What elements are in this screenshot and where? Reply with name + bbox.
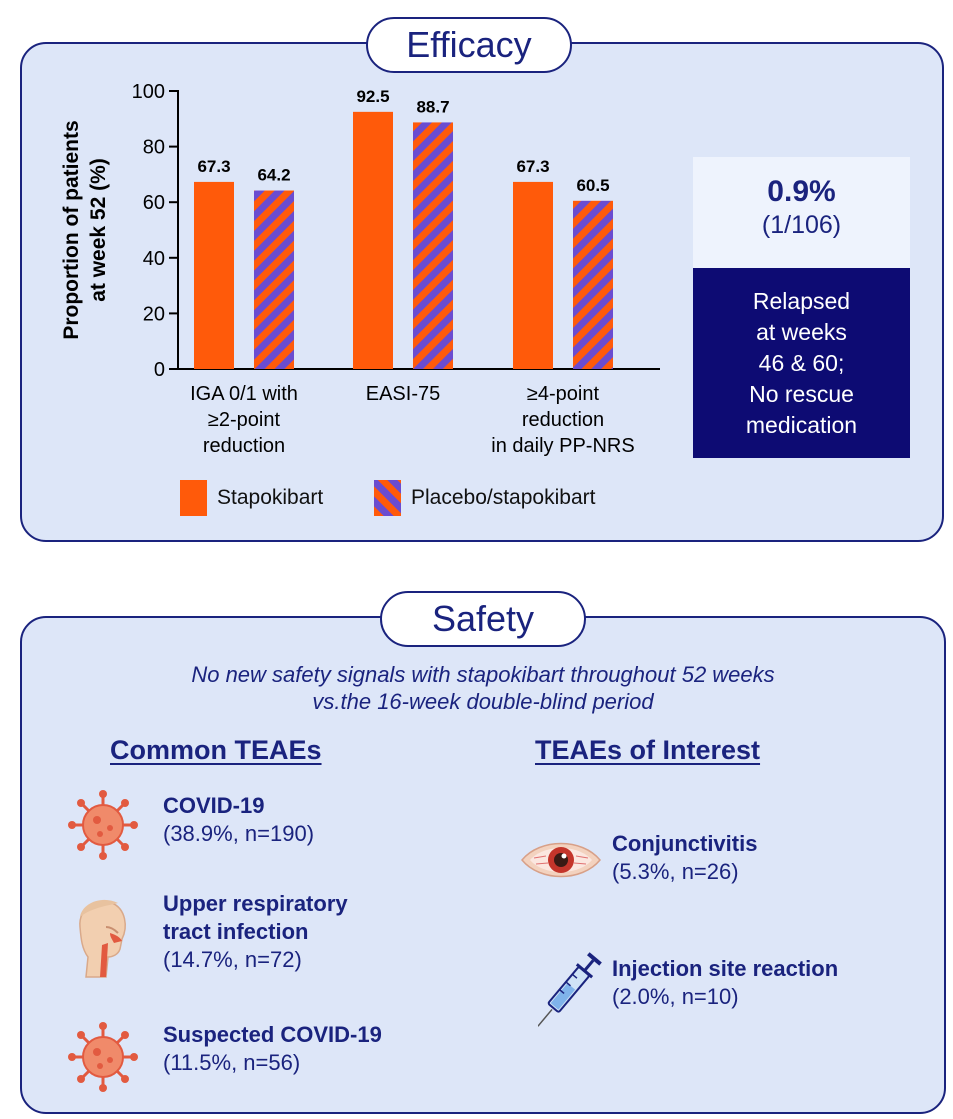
bar-data-label: 92.5: [356, 87, 389, 106]
teae-name: Conjunctivitis: [612, 831, 758, 856]
y-tick-label: 40: [143, 248, 165, 270]
y-tick-label: 100: [132, 81, 165, 103]
relapse-fraction: (1/106): [761, 211, 842, 239]
y-axis-label-line: at week 52 (%): [87, 158, 110, 302]
relapse-details-box: Relapsed at weeks 46 & 60; No rescue med…: [693, 268, 910, 458]
x-category-label: IGA 0/1 with: [190, 383, 298, 405]
legend-item-placebo: Placebo/stapokibart: [374, 480, 595, 516]
x-category-label: ≥2-point: [208, 409, 281, 431]
x-category-label: reduction: [203, 435, 285, 457]
relapse-percent: 0.9%: [767, 175, 836, 208]
bar-stapokibart: [353, 111, 393, 369]
teae-item-injection-site: Injection site reaction (2.0%, n=10): [612, 955, 838, 1011]
teae-name: Upper respiratory: [163, 891, 348, 916]
bar-placebo-stapokibart: [413, 122, 453, 369]
teae-name: Suspected COVID-19: [163, 1022, 382, 1047]
teae-item-conjunctivitis: Conjunctivitis (5.3%, n=26): [612, 830, 757, 886]
y-axis-label-line: Proportion of patients: [60, 120, 83, 339]
bar-data-label: 67.3: [516, 157, 549, 176]
teae-name: Injection site reaction: [612, 956, 839, 981]
relapse-line: at weeks: [756, 319, 847, 345]
teae-item-upper-respiratory: Upper respiratory tract infection (14.7%…: [163, 890, 348, 974]
teae-name: COVID-19: [163, 793, 265, 818]
bar-data-label: 88.7: [416, 97, 449, 116]
teae-stat: (2.0%, n=10): [612, 984, 739, 1009]
teaes-of-interest-heading: TEAEs of Interest: [535, 735, 761, 765]
bar-data-label: 67.3: [197, 157, 230, 176]
y-tick-label: 20: [143, 303, 165, 325]
bar-placebo-stapokibart: [573, 200, 613, 369]
virus-icon: [68, 790, 138, 860]
relapse-line: No rescue: [749, 381, 854, 407]
red-eye-icon: [521, 842, 601, 878]
safety-title: Safety: [380, 591, 586, 647]
y-axis-label: Proportion of patients at week 52 (%): [60, 120, 110, 339]
legend-swatch-placebo: [374, 480, 401, 516]
syringe-icon: [538, 952, 602, 1027]
respiratory-tract-icon: [79, 899, 126, 978]
relapse-rate-box: 0.9% (1/106): [693, 157, 910, 268]
relapse-line: medication: [745, 412, 858, 438]
legend-label-placebo: Placebo/stapokibart: [411, 486, 596, 509]
efficacy-bar-chart: 0 20 40 60 80 100 Proportion of patients at wee…: [60, 81, 660, 457]
y-tick-label: 0: [154, 359, 165, 381]
teae-stat: (14.7%, n=72): [163, 947, 302, 972]
safety-subtitle-line1: No new safety signals with stapokibart t…: [191, 662, 775, 687]
x-category-label: in daily PP-NRS: [491, 435, 634, 457]
common-teaes-heading: Common TEAEs: [110, 735, 322, 765]
bar-stapokibart: [194, 181, 234, 369]
teae-stat: (11.5%, n=56): [163, 1050, 301, 1075]
safety-subtitle-line2: vs.the 16-week double-blind period: [312, 689, 654, 714]
teae-item-covid19: COVID-19 (38.9%, n=190): [163, 792, 314, 848]
teae-stat: (38.9%, n=190): [163, 821, 315, 846]
x-category-label: EASI-75: [366, 383, 440, 405]
x-category-label: reduction: [522, 409, 604, 431]
relapse-line: 46 & 60;: [758, 350, 845, 376]
y-tick-label: 60: [143, 192, 165, 214]
teae-item-suspected-covid19: Suspected COVID-19 (11.5%, n=56): [163, 1021, 382, 1077]
bar-placebo-stapokibart: [254, 190, 294, 369]
legend-swatch-stapokibart: [180, 480, 207, 516]
y-tick-label: 80: [143, 137, 165, 159]
virus-icon: [68, 1022, 138, 1092]
x-category-label: ≥4-point: [527, 383, 600, 405]
bar-data-label: 60.5: [576, 176, 609, 195]
teae-stat: (5.3%, n=26): [612, 859, 739, 884]
efficacy-title: Efficacy: [366, 17, 572, 73]
relapse-line: Relapsed: [752, 288, 851, 314]
legend-label-stapokibart: Stapokibart: [217, 486, 324, 509]
bar-stapokibart: [513, 181, 553, 369]
legend-item-stapokibart: Stapokibart: [180, 480, 323, 516]
bar-data-label: 64.2: [257, 166, 290, 185]
teae-name: tract infection: [163, 919, 309, 944]
